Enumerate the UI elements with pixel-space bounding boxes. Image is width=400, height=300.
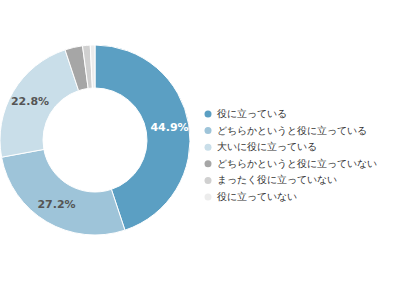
legend-swatch	[205, 111, 212, 118]
legend-label: まったく役に立っていない	[217, 174, 337, 185]
data-label: 22.8%	[11, 95, 49, 108]
legend-label: どちらかというと役に立っている	[217, 125, 367, 136]
legend-label: 大いに役に立っている	[217, 141, 317, 152]
slice	[2, 149, 125, 235]
legend: 役に立っているどちらかというと役に立っている大いに役に立っているどちらかというと…	[205, 108, 378, 202]
slices	[0, 45, 190, 235]
legend-swatch	[205, 194, 212, 201]
data-label: 44.9%	[150, 121, 188, 134]
legend-swatch	[205, 144, 212, 151]
legend-label: どちらかというと役に立っていない	[217, 158, 377, 169]
legend-swatch	[205, 160, 212, 167]
slice	[0, 50, 79, 157]
legend-label: 役に立っていない	[217, 191, 297, 202]
data-labels: 44.9% 27.2% 22.8%	[11, 95, 189, 211]
legend-swatch	[205, 177, 212, 184]
data-label: 27.2%	[37, 198, 75, 211]
chart: 44.9% 27.2% 22.8% 役に立っているどちらかというと役に立っている大いに…	[0, 0, 400, 300]
legend-swatch	[205, 127, 212, 134]
legend-label: 役に立っている	[217, 108, 287, 119]
slice	[90, 45, 95, 88]
